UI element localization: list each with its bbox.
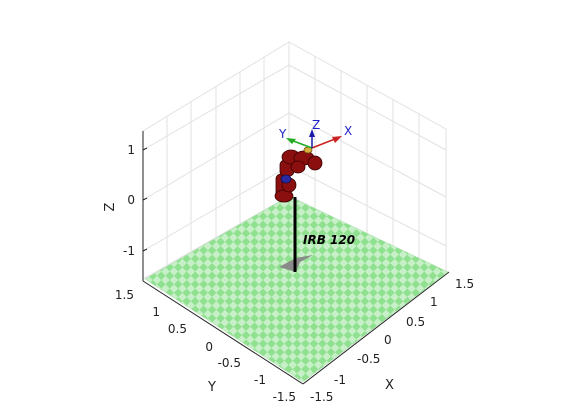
z-axis: 1 0 -1 Z xyxy=(103,143,135,258)
z-axis-label: Z xyxy=(103,202,118,211)
frame-x-label: X xyxy=(344,124,352,138)
y-axis-label: Y xyxy=(207,380,216,395)
x-tick-label: 0.5 xyxy=(406,315,425,329)
y-tick-label: -1.5 xyxy=(273,390,296,404)
y-tick-label: -1 xyxy=(254,373,266,387)
y-tick-label: -0.5 xyxy=(218,356,241,370)
robot-label: IRB 120 xyxy=(303,233,355,247)
x-tick-label: 1 xyxy=(430,295,438,309)
y-tick-label: 1 xyxy=(152,305,160,319)
frame-y-label: Y xyxy=(278,127,287,141)
y-tick-label: 1.5 xyxy=(115,288,134,302)
z-tick-label: 1 xyxy=(127,143,135,157)
x-tick-label: -1.5 xyxy=(310,390,333,404)
x-tick-label: -0.5 xyxy=(357,352,380,366)
y-tick-label: 0 xyxy=(205,340,213,354)
z-tick-label: 0 xyxy=(127,193,135,207)
z-tick-label: -1 xyxy=(123,244,135,258)
x-tick-label: -1 xyxy=(334,373,346,387)
z-axis-ticks xyxy=(143,148,147,251)
x-axis-label: X xyxy=(385,378,394,393)
x-tick-label: 1.5 xyxy=(455,277,474,291)
x-tick-label: 0 xyxy=(384,333,392,347)
frame-z-label: Z xyxy=(312,118,320,132)
y-tick-label: 0.5 xyxy=(168,322,187,336)
